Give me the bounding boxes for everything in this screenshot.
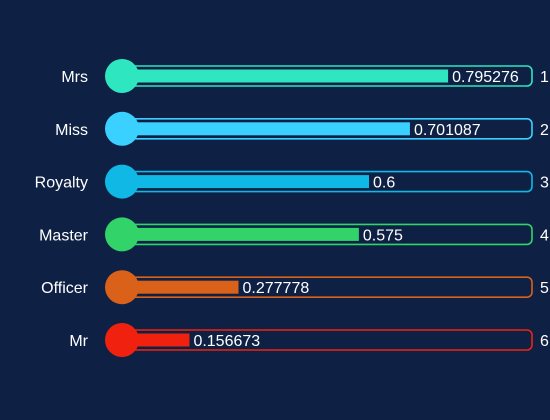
category-label: Miss	[55, 122, 88, 139]
bar-head-marker	[105, 217, 139, 252]
category-label: Master	[39, 227, 89, 244]
rank-label: 1	[540, 69, 549, 86]
bar-head-marker	[105, 164, 139, 199]
bar	[126, 122, 410, 136]
rank-label: 6	[540, 333, 549, 350]
value-label: 0.575	[363, 227, 403, 244]
rank-label: 2	[540, 122, 549, 139]
value-label: 0.6	[373, 175, 395, 192]
category-label: Officer	[41, 280, 89, 297]
bar-head-marker	[105, 59, 139, 93]
value-label: 0.701087	[414, 122, 481, 139]
rank-label: 4	[540, 227, 549, 244]
bar	[126, 280, 239, 294]
bar-head-marker	[105, 270, 139, 305]
rank-label: 5	[540, 280, 549, 297]
category-label: Mr	[69, 333, 88, 350]
value-label: 0.277778	[243, 280, 310, 297]
bar	[126, 69, 449, 83]
bar	[126, 227, 359, 241]
category-label: Royalty	[35, 175, 88, 192]
bar	[126, 175, 369, 189]
rank-label: 3	[540, 175, 549, 192]
bar	[126, 333, 190, 347]
value-label: 0.156673	[193, 333, 260, 350]
bar-head-marker	[105, 323, 139, 357]
category-label: Mrs	[61, 69, 88, 86]
bar-head-marker	[105, 111, 139, 146]
value-label: 0.795276	[452, 69, 519, 86]
